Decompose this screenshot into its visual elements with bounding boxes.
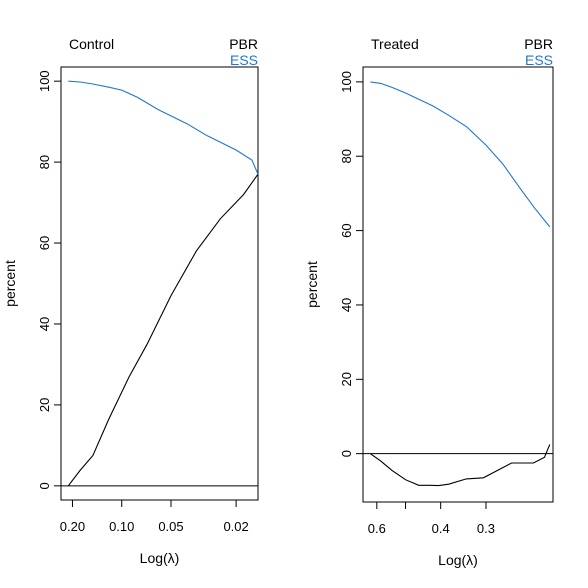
x-tick-label: 0.10	[109, 519, 134, 534]
x-axis-title: Log(λ)	[438, 552, 478, 568]
y-tick-label: 40	[339, 298, 354, 312]
x-tick-label: 0.6	[368, 521, 386, 536]
y-tick-label: 0	[339, 450, 354, 457]
x-axis-title: Log(λ)	[140, 550, 180, 566]
y-tick-label: 60	[339, 223, 354, 237]
panel-control: 0 20 40 60 80 100 0.20 0.10 0.05 0.02 Log(λ) percen…	[2, 36, 259, 566]
panel-title: Treated	[371, 36, 419, 52]
x-tick-label: 0.05	[158, 519, 183, 534]
plot-frame	[60, 66, 259, 501]
legend-entry: PBR	[524, 36, 553, 52]
y-tick-label: 100	[339, 71, 354, 93]
series-line-ess	[68, 80, 259, 175]
series-line-pbr	[370, 444, 551, 487]
series-line-pbr	[67, 173, 259, 487]
panel-title: Control	[69, 36, 114, 52]
y-tick-label: 20	[37, 398, 52, 412]
plot-frame	[362, 66, 554, 503]
x-tick-label: 0.4	[432, 521, 450, 536]
x-tick-label: 0.20	[60, 519, 85, 534]
legend-entry: ESS	[525, 52, 553, 68]
legend-entry: PBR	[229, 36, 258, 52]
y-tick-label: 0	[37, 482, 52, 489]
y-tick-label: 20	[339, 372, 354, 386]
y-axis-title: percent	[2, 260, 18, 307]
x-tick-label: 0.02	[223, 519, 248, 534]
y-tick-label: 80	[339, 149, 354, 163]
y-axis-title: percent	[304, 261, 320, 308]
y-tick-label: 60	[37, 236, 52, 250]
y-tick-label: 40	[37, 317, 52, 331]
x-tick-label: 0.3	[477, 521, 495, 536]
panel-treated: 0 20 40 60 80 100 0.6 0.4 0.3 Log(λ) percent Treate…	[304, 36, 554, 568]
legend-entry: ESS	[230, 52, 258, 68]
y-tick-label: 100	[37, 70, 52, 92]
series-line-ess	[370, 81, 551, 228]
y-tick-label: 80	[37, 155, 52, 169]
